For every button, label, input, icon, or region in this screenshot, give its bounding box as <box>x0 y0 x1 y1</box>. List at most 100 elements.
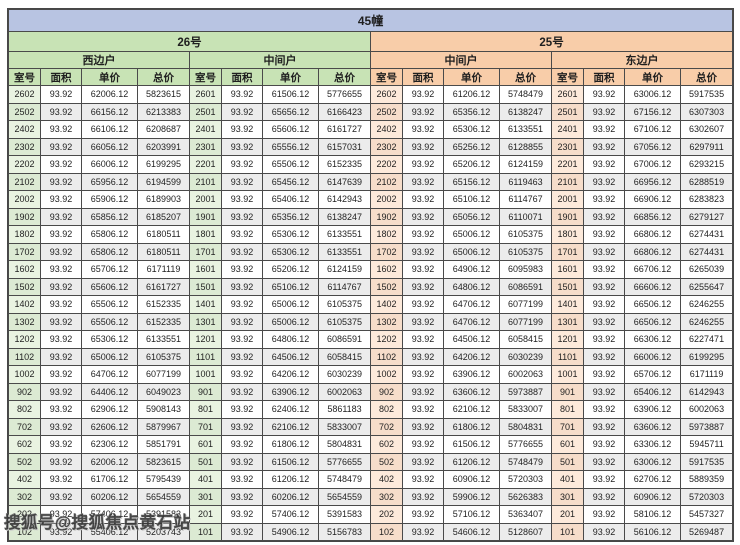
room-cell: 2202 <box>8 155 41 174</box>
room-cell: 2402 <box>370 120 403 139</box>
unit-price-cell: 63906.12 <box>624 400 681 419</box>
room-cell: 401 <box>551 470 584 489</box>
room-cell: 1502 <box>370 277 403 296</box>
area-cell: 93.92 <box>221 277 263 296</box>
table-row: 1602 93.92 65706.12 6171119 1601 93.92 65206.1… <box>8 260 734 279</box>
area-cell: 93.92 <box>402 242 444 261</box>
area-cell: 93.92 <box>583 242 625 261</box>
table-row: 102 93.92 55406.12 5203743 101 93.92 54906.12 5… <box>8 522 734 541</box>
unit-price-cell: 64806.12 <box>443 277 500 296</box>
area-cell: 93.92 <box>221 400 263 419</box>
unit-26-header: 26号 <box>8 31 371 52</box>
unit-price-cell: 63006.12 <box>624 452 681 471</box>
room-cell: 2002 <box>370 190 403 209</box>
total-price-cell: 6157031 <box>318 137 371 156</box>
total-price-cell: 6114767 <box>499 190 552 209</box>
room-cell: 1301 <box>551 312 584 331</box>
area-cell: 93.92 <box>402 452 444 471</box>
total-price-cell: 5776655 <box>318 85 371 104</box>
total-price-cell: 5833007 <box>318 417 371 436</box>
unit-price-cell: 65356.12 <box>262 207 319 226</box>
total-price-cell: 6283823 <box>679 190 734 209</box>
area-cell: 93.92 <box>583 102 625 121</box>
area-cell: 93.92 <box>583 137 625 156</box>
area-cell: 93.92 <box>402 505 444 524</box>
room-cell: 702 <box>8 417 41 436</box>
area-cell: 93.92 <box>221 242 263 261</box>
room-cell: 2101 <box>189 172 222 191</box>
area-cell: 93.92 <box>583 505 625 524</box>
room-cell: 801 <box>189 400 222 419</box>
total-price-cell: 5654559 <box>137 487 190 506</box>
total-price-cell: 6189903 <box>137 190 190 209</box>
area-cell: 93.92 <box>402 417 444 436</box>
watermark: 搜狐号@搜狐焦点黄石站 <box>4 514 191 532</box>
area-cell: 93.92 <box>40 452 82 471</box>
total-price-cell: 5851791 <box>137 435 190 454</box>
total-price-cell: 5748479 <box>499 85 552 104</box>
area-cell: 93.92 <box>583 260 625 279</box>
total-price-cell: 5795439 <box>137 470 190 489</box>
unit-price-cell: 65156.12 <box>443 172 500 191</box>
room-cell: 701 <box>189 417 222 436</box>
room-cell: 2502 <box>8 102 41 121</box>
unit-price-cell: 65606.12 <box>81 277 138 296</box>
room-cell: 1701 <box>551 242 584 261</box>
unit-price-cell: 62006.12 <box>81 85 138 104</box>
total-price-cell: 6133551 <box>318 242 371 261</box>
unit-price-cell: 67106.12 <box>624 120 681 139</box>
unit-price-cell: 64806.12 <box>262 330 319 349</box>
unit-price-cell: 61806.12 <box>443 417 500 436</box>
side-header-middle-1: 中间户 <box>189 51 371 69</box>
unit-price-cell: 65956.12 <box>81 172 138 191</box>
unit-price-cell: 65106.12 <box>443 190 500 209</box>
table-row: 302 93.92 60206.12 5654559 301 93.92 60206.12 5… <box>8 487 734 506</box>
area-cell: 93.92 <box>221 487 263 506</box>
total-price-cell: 5128607 <box>499 522 552 541</box>
building-title: 45幢 <box>7 9 734 32</box>
total-price-cell: 6152335 <box>137 312 190 331</box>
total-price-cell: 5626383 <box>499 487 552 506</box>
room-cell: 1801 <box>551 225 584 244</box>
room-cell: 1302 <box>370 312 403 331</box>
total-price-cell: 6171119 <box>137 260 190 279</box>
unit-price-cell: 64706.12 <box>81 365 138 384</box>
room-cell: 2102 <box>8 172 41 191</box>
area-cell: 93.92 <box>221 260 263 279</box>
total-price-cell: 6077199 <box>499 312 552 331</box>
table-row: 902 93.92 64406.12 6049023 901 93.92 63906.12 6… <box>8 382 734 401</box>
area-cell: 93.92 <box>40 277 82 296</box>
unit-price-cell: 58106.12 <box>624 505 681 524</box>
room-cell: 1202 <box>370 330 403 349</box>
unit-price-cell: 66706.12 <box>624 260 681 279</box>
room-cell: 2602 <box>8 85 41 104</box>
unit-price-cell: 65406.12 <box>262 190 319 209</box>
side-header-row: 西边户 中间户 中间户 东边户 <box>8 51 734 69</box>
room-cell: 2601 <box>551 85 584 104</box>
area-cell: 93.92 <box>221 155 263 174</box>
total-price-cell: 5720303 <box>679 487 734 506</box>
unit-price-cell: 66906.12 <box>624 190 681 209</box>
unit-price-cell: 65906.12 <box>81 190 138 209</box>
area-cell: 93.92 <box>583 470 625 489</box>
table-row: 1002 93.92 64706.12 6077199 1001 93.92 64206.1… <box>8 365 734 384</box>
total-price-cell: 6274431 <box>679 242 734 261</box>
col-header-area: 面积 <box>402 68 444 86</box>
room-cell: 2001 <box>551 190 584 209</box>
unit-price-cell: 66856.12 <box>624 207 681 226</box>
area-cell: 93.92 <box>221 190 263 209</box>
unit-price-cell: 62106.12 <box>443 400 500 419</box>
total-price-cell: 5917535 <box>679 85 734 104</box>
price-table-body: 2602 93.92 62006.12 5823615 2601 93.92 61506.1… <box>8 85 734 541</box>
total-price-cell: 6077199 <box>499 295 552 314</box>
unit-price-cell: 62606.12 <box>81 417 138 436</box>
total-price-cell: 6279127 <box>679 207 734 226</box>
room-cell: 702 <box>370 417 403 436</box>
total-price-cell: 6105375 <box>318 312 371 331</box>
room-cell: 902 <box>370 382 403 401</box>
room-cell: 1401 <box>551 295 584 314</box>
total-price-cell: 6002063 <box>499 365 552 384</box>
area-cell: 93.92 <box>221 295 263 314</box>
area-cell: 93.92 <box>221 365 263 384</box>
area-cell: 93.92 <box>402 155 444 174</box>
